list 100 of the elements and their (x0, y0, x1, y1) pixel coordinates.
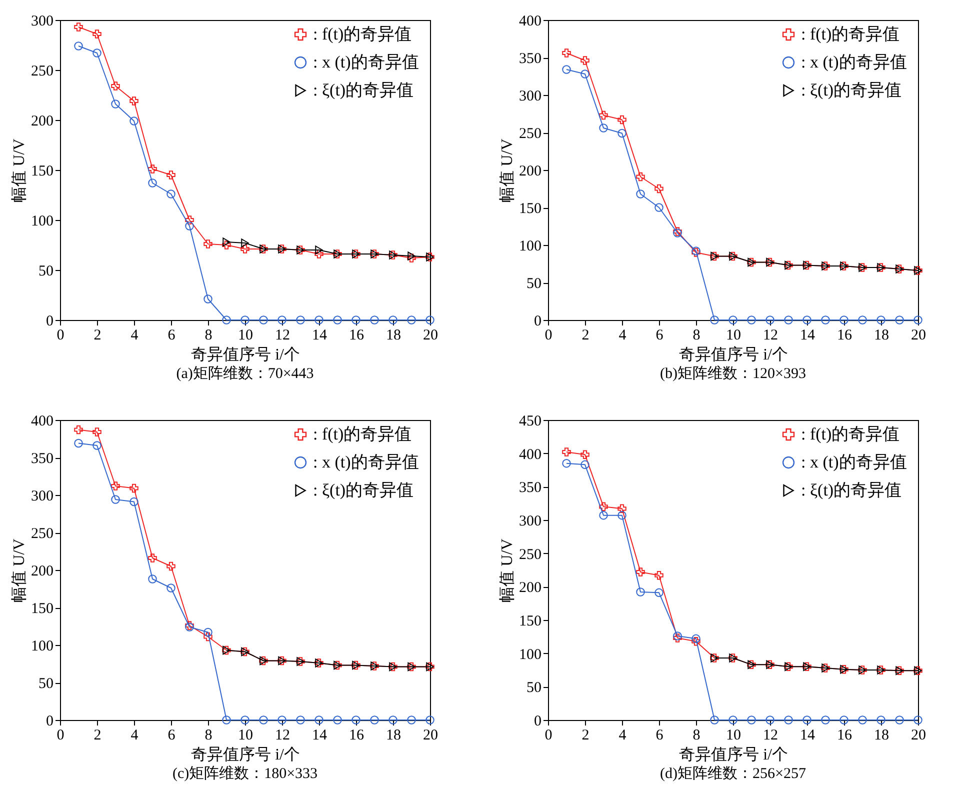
y-tick-label: 400 (519, 14, 542, 30)
legend-label: : ξ(t)的奇异值 (313, 480, 414, 500)
point (747, 316, 756, 324)
point (562, 458, 571, 468)
point (580, 70, 590, 78)
text: (d)矩阵维数：256×257 (660, 765, 806, 782)
point (148, 554, 157, 562)
x-tick-label: 16 (349, 328, 364, 344)
point (130, 497, 138, 506)
legend-label: : ξ(t)的奇异值 (801, 480, 902, 500)
y-axis-title: 幅值 U/V (11, 138, 28, 202)
x-axis-title: 奇异值序号 i/个 (679, 746, 788, 764)
x-tick-label: 12 (763, 728, 778, 744)
point (599, 110, 608, 120)
x-tick-label: 10 (238, 728, 253, 744)
point (710, 716, 719, 724)
x-tick-label: 16 (349, 728, 364, 744)
point (728, 316, 738, 324)
legend-label: : f(t)的奇异值 (313, 424, 412, 444)
point (802, 316, 812, 324)
point (296, 716, 305, 724)
point (858, 716, 867, 724)
legend-label: : x (t)的奇异值 (801, 52, 907, 72)
point (618, 115, 626, 124)
point (278, 716, 286, 724)
point (654, 588, 664, 598)
point (74, 42, 83, 50)
point (92, 428, 102, 436)
point (74, 438, 83, 448)
y-tick-label: 100 (519, 238, 542, 254)
y-tick-label: 0 (46, 714, 54, 730)
x-axis-title: 奇异值序号 i/个 (191, 746, 300, 764)
x-tick-label: 2 (582, 328, 590, 344)
point (185, 222, 194, 230)
y-tick-label: 250 (31, 64, 54, 80)
y-tick-label: 150 (31, 601, 54, 617)
point (314, 716, 324, 724)
x-tick-label: 0 (544, 728, 552, 744)
point (388, 716, 398, 724)
point (185, 216, 194, 224)
point (370, 716, 379, 724)
y-tick-label: 250 (519, 126, 542, 142)
y-tick-label: 300 (31, 14, 54, 30)
point (407, 316, 416, 324)
point (241, 238, 249, 248)
x-tick-label: 4 (618, 728, 627, 744)
point (654, 203, 664, 212)
point (148, 574, 157, 584)
y-tick-label: 350 (519, 480, 542, 496)
x-tick-label: 14 (800, 328, 816, 344)
y-tick-label: 100 (31, 214, 54, 230)
x-tick-label: 4 (130, 328, 139, 344)
point (130, 96, 138, 106)
point (333, 316, 342, 324)
point (636, 588, 645, 596)
y-tick-label: 350 (519, 51, 542, 67)
legend-label: : ξ(t)的奇异值 (801, 80, 902, 100)
x-tick-label: 18 (874, 328, 889, 344)
legend-label: : x (t)的奇异值 (313, 52, 419, 72)
x-tick-label: 14 (800, 728, 816, 744)
y-tick-label: 0 (534, 714, 542, 730)
point (618, 128, 626, 138)
x-tick-label: 6 (656, 728, 664, 744)
point (111, 82, 120, 90)
y-tick-label: 250 (519, 546, 542, 563)
legend-label: : ξ(t)的奇异值 (313, 80, 414, 100)
point (895, 716, 904, 724)
point (204, 628, 212, 637)
text: (c)矩阵维数：180×333 (172, 765, 318, 782)
point (407, 716, 416, 724)
point (388, 316, 398, 324)
point (580, 56, 590, 65)
point (278, 316, 286, 324)
legend-label: : f(t)的奇异值 (313, 24, 412, 44)
x-tick-label: 12 (275, 728, 290, 744)
point (166, 190, 176, 198)
point (821, 716, 830, 724)
point (728, 716, 738, 724)
point (222, 716, 231, 724)
x-tick-label: 16 (837, 728, 852, 744)
point (914, 716, 922, 724)
point (370, 316, 379, 324)
x-tick-label: 14 (312, 728, 328, 744)
point (240, 316, 250, 324)
point (840, 716, 848, 724)
point (240, 716, 250, 724)
text: (a)矩阵维数：70×443 (176, 365, 314, 382)
y-axis-title: 幅值 U/V (11, 538, 28, 602)
point (222, 240, 231, 250)
y-tick-label: 50 (38, 676, 54, 692)
point (130, 116, 138, 126)
point (148, 178, 157, 188)
x-tick-label: 18 (874, 728, 889, 744)
point (166, 170, 176, 180)
y-tick-label: 0 (46, 314, 54, 330)
x-axis-title: 奇异值序号 i/个 (679, 346, 788, 364)
point (426, 716, 434, 724)
point (74, 425, 83, 434)
point (858, 316, 867, 324)
y-tick-label: 50 (526, 680, 542, 696)
